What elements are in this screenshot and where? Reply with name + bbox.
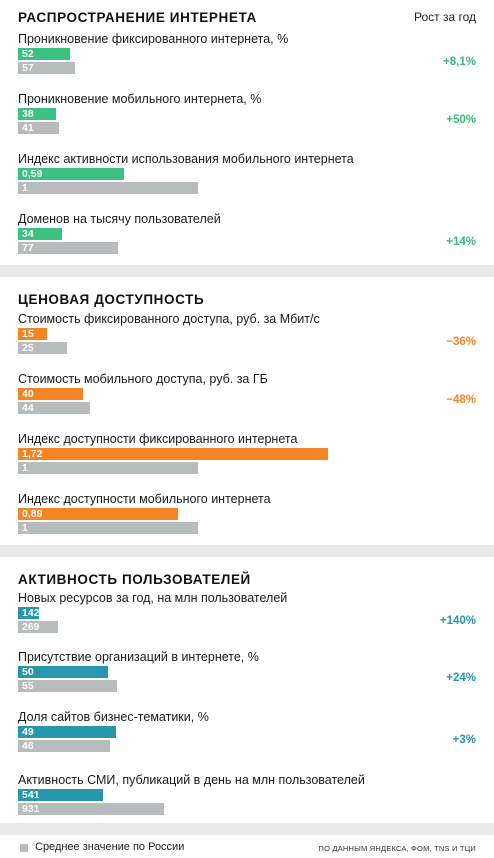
average-value-bar: 1: [18, 182, 198, 194]
metric-row: Стоимость мобильного доступа, руб. за ГБ…: [0, 372, 494, 426]
region-value-label: 1,72: [22, 448, 43, 460]
growth-value: −36%: [446, 336, 476, 348]
region-value-bar: 40: [18, 388, 83, 400]
metric-label: Стоимость фиксированного доступа, руб. з…: [18, 312, 320, 326]
growth-value: +50%: [446, 114, 476, 126]
region-value-bar: 52: [18, 48, 70, 60]
section-title: РАСПРОСТРАНЕНИЕ ИНТЕРНЕТА: [18, 10, 257, 25]
metric-label: Доменов на тысячу пользователей: [18, 212, 221, 226]
average-value-label: 1: [22, 182, 28, 194]
growth-value: +140%: [439, 615, 476, 627]
metric-row: Стоимость фиксированного доступа, руб. з…: [0, 312, 494, 366]
region-value-bar: 0,59: [18, 168, 124, 180]
average-value-bar: 25: [18, 342, 67, 354]
region-value-label: 15: [22, 328, 34, 340]
metric-label: Индекс активности использования мобильно…: [18, 152, 354, 166]
section-title: ЦЕНОВАЯ ДОСТУПНОСТЬ: [18, 292, 205, 307]
metric-label: Присутствие организаций в интернете, %: [18, 650, 259, 664]
region-value-bar: 541: [18, 789, 103, 801]
growth-column-header: Рост за год: [414, 10, 477, 24]
average-value-bar: 41: [18, 122, 59, 134]
metric-label: Новых ресурсов за год, на млн пользовате…: [18, 591, 288, 605]
average-value-label: 44: [22, 402, 34, 414]
region-value-bar: 49: [18, 726, 116, 738]
average-value-bar: 57: [18, 62, 75, 74]
region-value-label: 0,59: [22, 168, 43, 180]
growth-value: +8,1%: [443, 56, 476, 68]
region-value-bar: 15: [18, 328, 47, 340]
footer: Среднее значение по России ПО ДАННЫМ ЯНД…: [0, 838, 494, 858]
average-value-bar: 55: [18, 680, 117, 692]
average-value-bar: 1: [18, 462, 198, 474]
growth-value: +3%: [452, 734, 476, 746]
metric-label: Индекс доступности фиксированного интерн…: [18, 432, 298, 446]
metric-label: Стоимость мобильного доступа, руб. за ГБ: [18, 372, 268, 386]
metric-row: Индекс доступности мобильного интернета 0…: [0, 492, 494, 546]
metric-row: Индекс активности использования мобильно…: [0, 152, 494, 206]
metric-row: Активность СМИ, публикаций в день на млн…: [0, 773, 494, 827]
average-value-bar: 44: [18, 402, 90, 414]
metric-label: Активность СМИ, публикаций в день на млн…: [18, 773, 365, 787]
average-value-label: 1: [22, 462, 28, 474]
metric-row: Новых ресурсов за год, на млн пользовате…: [0, 591, 494, 645]
region-value-label: 541: [22, 789, 40, 801]
region-value-bar: 38: [18, 108, 56, 120]
region-value-label: 52: [22, 48, 34, 60]
section-divider: [0, 545, 494, 557]
average-value-label: 55: [22, 680, 34, 692]
growth-value: +14%: [446, 236, 476, 248]
metric-row: Присутствие организаций в интернете, % 50…: [0, 650, 494, 704]
region-value-label: 38: [22, 108, 34, 120]
average-value-label: 25: [22, 342, 34, 354]
region-value-bar: 142: [18, 607, 40, 619]
region-value-bar: 50: [18, 666, 108, 678]
metric-row: Доля сайтов бизнес-тематики, % 49 46 +3%: [0, 710, 494, 764]
average-value-bar: 1: [18, 522, 198, 534]
average-value-bar: 931: [18, 803, 164, 815]
region-value-label: 34: [22, 228, 34, 240]
section-divider: [0, 823, 494, 835]
legend-average-swatch: [20, 844, 28, 852]
region-value-label: 50: [22, 666, 34, 678]
average-value-label: 77: [22, 242, 34, 254]
average-value-label: 57: [22, 62, 34, 74]
metric-row: Проникновение фиксированного интернета, …: [0, 32, 494, 86]
average-value-label: 1: [22, 522, 28, 534]
region-value-bar: 34: [18, 228, 62, 240]
metric-label: Доля сайтов бизнес-тематики, %: [18, 710, 209, 724]
metric-label: Индекс доступности мобильного интернета: [18, 492, 271, 506]
average-value-label: 41: [22, 122, 34, 134]
growth-value: +24%: [446, 672, 476, 684]
average-value-label: 269: [22, 621, 40, 633]
region-value-bar: 1,72: [18, 448, 328, 460]
legend-average-label: Среднее значение по России: [35, 841, 185, 853]
metric-label: Проникновение фиксированного интернета, …: [18, 32, 289, 46]
region-value-label: 49: [22, 726, 34, 738]
section-title: АКТИВНОСТЬ ПОЛЬЗОВАТЕЛЕЙ: [18, 572, 251, 587]
average-value-label: 46: [22, 740, 34, 752]
metric-label: Проникновение мобильного интернета, %: [18, 92, 262, 106]
region-value-label: 142: [22, 607, 40, 619]
metric-row: Индекс доступности фиксированного интерн…: [0, 432, 494, 486]
metric-row: Проникновение мобильного интернета, % 38 4…: [0, 92, 494, 146]
growth-value: −48%: [446, 394, 476, 406]
average-value-bar: 46: [18, 740, 110, 752]
average-value-bar: 77: [18, 242, 118, 254]
metric-row: Доменов на тысячу пользователей 34 77 +14%: [0, 212, 494, 266]
region-value-label: 0,89: [22, 508, 43, 520]
region-value-label: 40: [22, 388, 34, 400]
region-value-bar: 0,89: [18, 508, 178, 520]
section-divider: [0, 265, 494, 277]
average-value-bar: 269: [18, 621, 58, 633]
source-note: ПО ДАННЫМ ЯНДЕКСА, ФОМ, TNS И ТЦИ: [318, 844, 476, 853]
average-value-label: 931: [22, 803, 40, 815]
